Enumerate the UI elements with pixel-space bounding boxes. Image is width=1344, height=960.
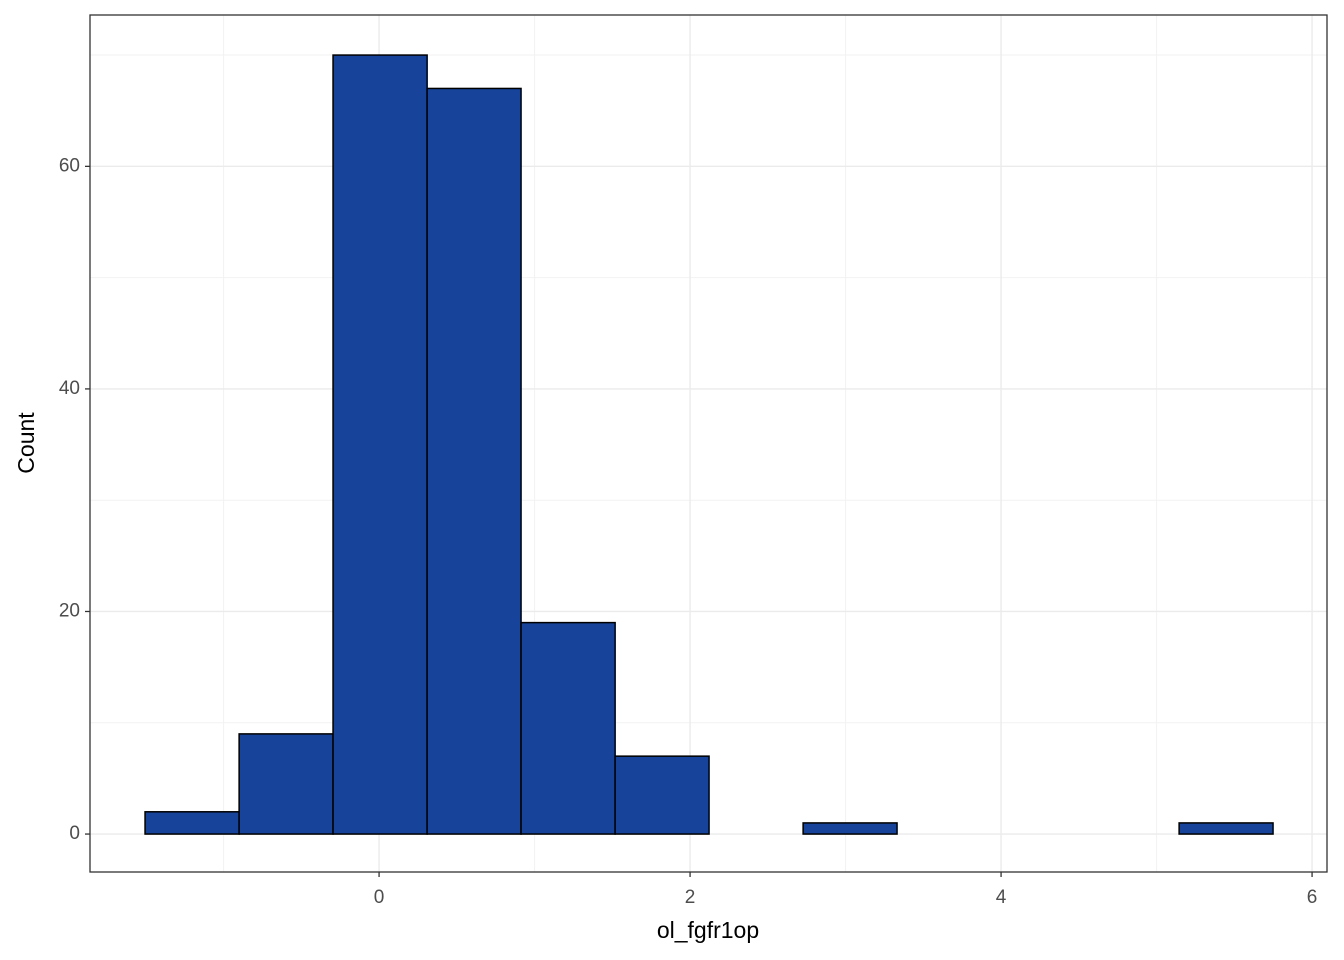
bar	[332, 54, 428, 835]
bar	[520, 621, 616, 835]
x-tick-label: 0	[374, 887, 385, 908]
bar	[614, 755, 710, 835]
x-tick-label: 2	[685, 887, 696, 908]
bar	[144, 811, 240, 835]
panel-border	[89, 14, 1328, 873]
y-tick-label: 60	[59, 155, 80, 176]
x-axis-title: ol_fgfr1op	[657, 917, 759, 943]
x-tick-label: 6	[1307, 887, 1318, 908]
y-tick-label: 40	[59, 378, 80, 399]
y-tick-label: 20	[59, 600, 80, 621]
x-tick-label: 4	[996, 887, 1007, 908]
bar	[802, 822, 898, 835]
bar	[426, 87, 522, 835]
bar	[1178, 822, 1274, 835]
bar	[238, 733, 334, 835]
y-tick-label: 0	[69, 823, 80, 844]
y-axis-title: Count	[13, 412, 39, 474]
